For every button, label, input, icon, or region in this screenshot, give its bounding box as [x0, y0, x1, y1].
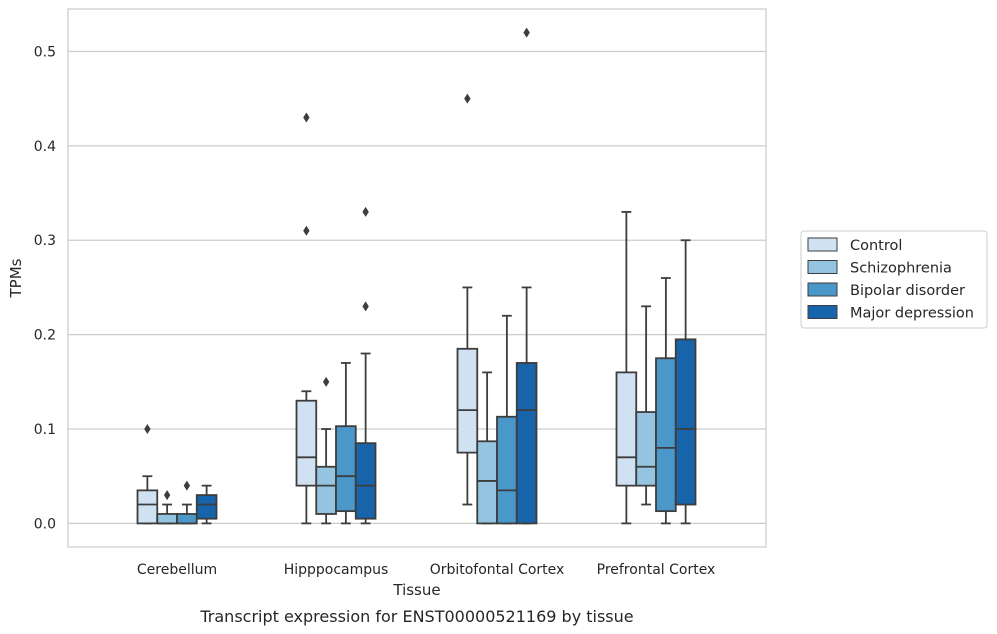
- box-1-1: [315, 376, 337, 525]
- box-3-2: [515, 27, 538, 525]
- box-0-3: [615, 211, 638, 525]
- legend-label: Control: [850, 238, 902, 254]
- outlier-point: [163, 490, 171, 501]
- box-iqr: [295, 399, 318, 487]
- y-tick-labels: 0.0 0.1 0.2 0.3 0.4 0.5: [34, 44, 56, 532]
- box-0-2: [456, 93, 479, 506]
- box-iqr: [156, 513, 178, 525]
- legend-label: Schizophrenia: [850, 261, 952, 277]
- legend-swatch: [807, 282, 838, 297]
- legend-label: Bipolar disorder: [850, 283, 965, 299]
- outlier-point: [362, 301, 369, 312]
- box-2-0: [176, 480, 198, 525]
- y-axis-title: TPMs: [7, 258, 25, 298]
- box-iqr: [315, 465, 337, 515]
- legend-swatch: [807, 305, 838, 319]
- y-tick-label: 0.2: [34, 328, 56, 344]
- box-iqr: [456, 347, 479, 454]
- y-tick-label: 0.0: [34, 516, 56, 532]
- x-tick-label: Hipppocampus: [284, 562, 389, 578]
- box-iqr: [496, 415, 518, 525]
- box-1-2: [476, 371, 498, 525]
- box-0-1: [295, 112, 318, 525]
- box-3-1: [354, 206, 377, 525]
- outlier-point: [362, 206, 369, 217]
- box-iqr: [195, 494, 218, 520]
- box-2-1: [335, 362, 357, 525]
- outlier-point: [183, 480, 191, 491]
- legend-frame: [800, 230, 988, 329]
- y-tick-label: 0.5: [34, 44, 56, 60]
- outlier-point: [144, 424, 151, 435]
- outlier-point: [303, 112, 310, 123]
- box-0-0: [136, 424, 159, 525]
- y-tick-label: 0.1: [34, 422, 56, 438]
- box-iqr: [176, 513, 198, 525]
- x-tick-label: Prefrontal Cortex: [597, 562, 716, 578]
- box-1-0: [156, 490, 178, 525]
- plot-frame: [67, 8, 767, 548]
- box-iqr: [476, 440, 498, 525]
- legend: Control Schizophrenia Bipolar disorder Majo…: [800, 230, 988, 329]
- box-2-2: [496, 314, 518, 525]
- box-2-3: [655, 277, 677, 525]
- box-iqr: [136, 489, 159, 525]
- grid-layer: [68, 50, 766, 525]
- outlier-point: [322, 376, 330, 387]
- legend-label: Major depression: [850, 306, 974, 322]
- box-3-0: [195, 484, 218, 525]
- outlier-point: [464, 93, 471, 104]
- box-3-3: [674, 239, 697, 525]
- y-tick-label: 0.4: [34, 139, 56, 155]
- box-iqr: [635, 411, 657, 487]
- x-tick-label: Orbitofontal Cortex: [430, 562, 565, 578]
- chart-caption: Transcript expression for ENST0000052116…: [199, 607, 633, 626]
- outlier-point: [303, 225, 310, 236]
- x-tick-label: Cerebellum: [137, 562, 217, 578]
- legend-swatch: [807, 260, 838, 274]
- boxes-layer: [136, 27, 697, 525]
- x-tick-labels: Cerebellum Hipppocampus Orbitofontal Corte…: [137, 562, 715, 578]
- x-axis-title: Tissue: [392, 581, 440, 599]
- box-iqr: [335, 425, 357, 513]
- box-iqr: [615, 371, 638, 487]
- outlier-point: [523, 27, 530, 38]
- box-1-3: [635, 305, 657, 506]
- box-iqr: [655, 357, 677, 513]
- box-iqr: [354, 442, 377, 520]
- y-tick-label: 0.3: [34, 233, 56, 249]
- box-iqr: [674, 338, 697, 506]
- legend-swatch: [807, 237, 838, 252]
- box-iqr: [515, 362, 538, 525]
